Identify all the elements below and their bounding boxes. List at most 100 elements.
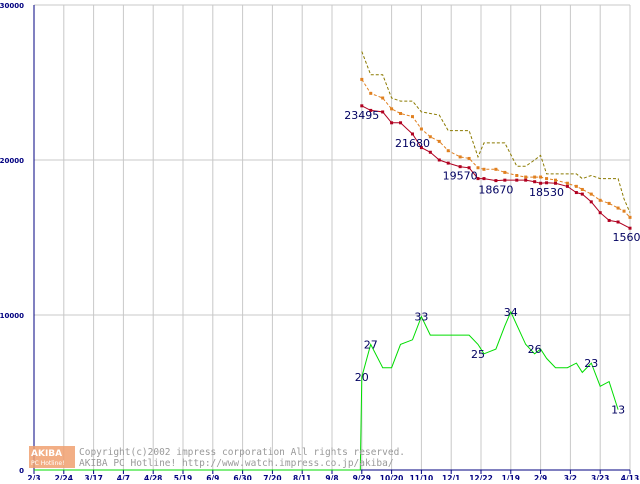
min-price-point (411, 132, 414, 135)
x-tick-label: 4/28 (144, 474, 162, 480)
average-price-point (533, 176, 536, 179)
average-price-point (515, 174, 518, 177)
average-price-point (482, 168, 485, 171)
min-price-data-label: 18530 (529, 186, 564, 199)
shop-count-data-label: 23 (584, 357, 598, 370)
min-price-point (554, 182, 557, 185)
data-labels: 2349521680195701867018530156002027332534… (344, 109, 640, 417)
y-tick-label: 10000 (0, 312, 24, 320)
x-tick-label: 1/19 (502, 474, 520, 480)
x-tick-label: 2/24 (55, 474, 73, 480)
shop-count-data-label: 13 (611, 404, 625, 417)
min-price-point (447, 162, 450, 165)
average-price-point (360, 78, 363, 81)
min-price-data-label: 19570 (443, 170, 478, 183)
min-price-point (360, 104, 363, 107)
min-price-point (539, 182, 542, 185)
min-price-data-label: 23495 (344, 109, 379, 122)
average-price-point (590, 193, 593, 196)
average-price-point (566, 182, 569, 185)
min-price-point (629, 227, 632, 230)
average-price-point (381, 97, 384, 100)
min-price-data-label: 18670 (478, 184, 513, 197)
x-tick-label: 4/7 (117, 474, 130, 480)
average-price-point (581, 188, 584, 191)
x-tick-label: 6/9 (206, 474, 219, 480)
min-price-point (381, 110, 384, 113)
min-price-point (438, 159, 441, 162)
average-price-point (554, 179, 557, 182)
y-tick-label: 0 (19, 467, 24, 475)
min-price-point (482, 177, 485, 180)
average-price-point (447, 149, 450, 152)
average-price-point (608, 202, 611, 205)
akiba-logo-text: AKIBA (31, 449, 62, 459)
min-price-point (399, 121, 402, 124)
copyright-line-1: Copyright(c)2002 impress corporation All… (79, 447, 405, 458)
shop-count-data-label: 27 (364, 338, 378, 351)
min-price-data-label: 15600 (613, 231, 640, 244)
min-price-point (515, 179, 518, 182)
average-price-point (503, 171, 506, 174)
min-price-point (503, 179, 506, 182)
average-price-point (420, 128, 423, 131)
x-tick-label: 3/23 (591, 474, 609, 480)
x-tick-label: 9/8 (325, 474, 338, 480)
min-price-point (524, 179, 527, 182)
x-tick-label: 12/1 (442, 474, 460, 480)
x-tick-label: 10/20 (380, 474, 404, 480)
min-price-point (429, 151, 432, 154)
average-price-point (494, 168, 497, 171)
y-tick-label: 30000 (0, 2, 24, 10)
average-price-point (623, 210, 626, 213)
average-price-point (411, 115, 414, 118)
x-tick-label: 11/10 (410, 474, 434, 480)
min-price-point (599, 211, 602, 214)
average-price-point (369, 92, 372, 95)
average-price-point (390, 107, 393, 110)
x-tick-label: 3/17 (84, 474, 102, 480)
x-tick-label: 12/22 (469, 474, 493, 480)
grid (34, 5, 630, 470)
x-tick-label: 4/13 (621, 474, 639, 480)
x-tick-label: 3/2 (564, 474, 577, 480)
x-tick-label: 5/19 (174, 474, 192, 480)
watermark: AKIBA PC Hotline! Copyright(c)2002 impre… (29, 446, 405, 469)
copyright-line-2: AKIBA PC Hotline! http://www.watch.impre… (79, 458, 394, 469)
min-price-point (459, 165, 462, 168)
min-price-point (608, 219, 611, 222)
x-tick-label: 6/30 (233, 474, 251, 480)
average-price-point (524, 176, 527, 179)
average-price-point (599, 199, 602, 202)
x-tick-label: 8/11 (293, 474, 311, 480)
average-price-point (539, 176, 542, 179)
average-price-point (617, 207, 620, 210)
min-price-point (581, 193, 584, 196)
x-tick-label: 2/9 (534, 474, 547, 480)
average-price-point (545, 177, 548, 180)
shop-count-data-label: 26 (528, 343, 542, 356)
y-tick-label: 20000 (0, 157, 24, 165)
min-price-point (590, 200, 593, 203)
min-price-point (390, 121, 393, 124)
akiba-logo-subtext: PC Hotline! (31, 460, 64, 467)
min-price-data-label: 21680 (395, 137, 430, 150)
x-tick-label: 2/3 (27, 474, 40, 480)
average-price-point (575, 185, 578, 188)
average-price-point (629, 216, 632, 219)
average-price-point (399, 112, 402, 115)
shop-count-data-label: 20 (355, 371, 369, 384)
average-price-point (438, 140, 441, 143)
shop-count-data-label: 34 (504, 306, 518, 319)
x-tick-label: 9/29 (353, 474, 371, 480)
average-price-point (468, 157, 471, 160)
min-price-point (617, 221, 620, 224)
shop-count-data-label: 33 (414, 311, 428, 324)
average-price-point (459, 155, 462, 158)
min-price-point (533, 180, 536, 183)
min-price-point (494, 179, 497, 182)
min-price-point (566, 185, 569, 188)
